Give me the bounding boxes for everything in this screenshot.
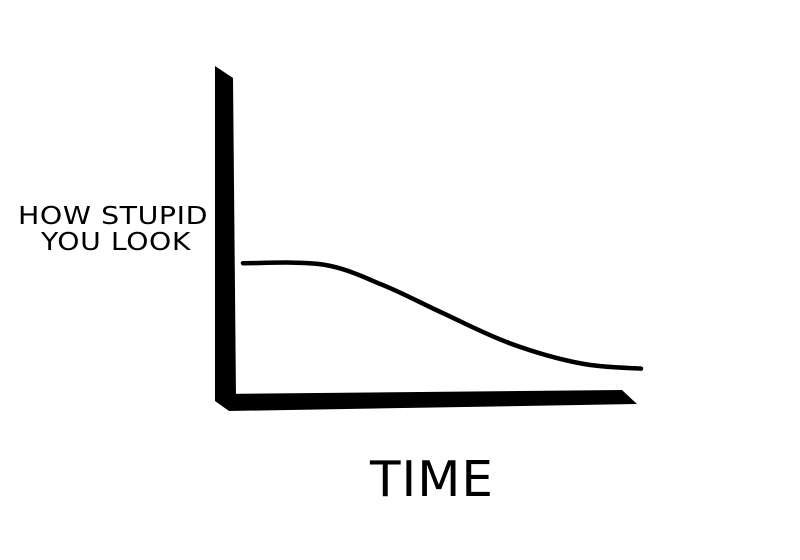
y-axis-label-line-1: HOW STUPID (18, 201, 208, 230)
series-line (240, 260, 644, 371)
y-axis (215, 66, 236, 398)
x-axis-label: TIME (369, 451, 494, 508)
x-axis (215, 390, 637, 411)
y-axis-label-line-2: YOU LOOK (40, 227, 191, 256)
